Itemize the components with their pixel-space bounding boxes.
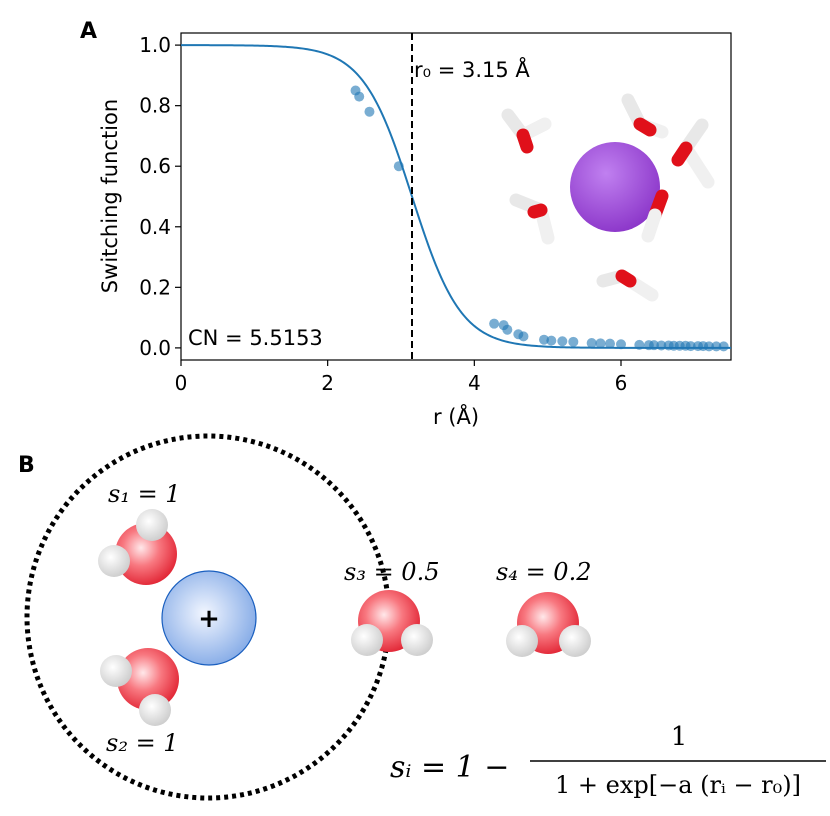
plot-frame	[180, 32, 732, 361]
x-axis-ticks: 0 2 4 6	[175, 360, 628, 395]
coordination-diagram: + s₁ = 1 s₂ = 1 s₃ = 0.5 s₄ = 0.2	[24, 433, 826, 801]
data-point	[354, 91, 365, 102]
equation-denominator: 1 + exp[−a (rᵢ − r₀)]	[555, 771, 801, 799]
cn-annotation: CN = 5.5153	[188, 326, 323, 350]
data-point	[568, 336, 579, 347]
data-point	[649, 340, 659, 351]
y-tick-label: 0.6	[139, 154, 171, 178]
data-point	[393, 161, 404, 172]
solvation-snapshot-image	[501, 93, 715, 302]
hydrogen-atom	[559, 625, 591, 657]
cation-sphere	[161, 570, 257, 666]
s2-label: s₂ = 1	[106, 729, 179, 757]
data-point	[605, 338, 615, 349]
water-molecule-3	[351, 590, 433, 656]
switching-function-chart: 0.0 0.2 0.4 0.6 0.8 1.0 0 2 4 6	[98, 32, 732, 429]
data-point	[489, 318, 500, 329]
y-tick-label: 0.0	[139, 336, 171, 360]
data-point	[586, 338, 597, 349]
data-point	[711, 341, 722, 352]
y-axis-ticks: 0.0 0.2 0.4 0.6 0.8 1.0	[139, 33, 181, 360]
data-point	[364, 106, 375, 117]
water-molecule-2	[100, 648, 179, 726]
data-point	[718, 341, 729, 352]
data-point	[502, 324, 513, 335]
x-tick-label: 2	[321, 371, 334, 395]
y-tick-label: 0.8	[139, 94, 171, 118]
hydrogen-atom	[139, 694, 171, 726]
sodium-ion-sphere	[570, 142, 660, 232]
water-stick-2	[621, 93, 669, 139]
x-tick-label: 6	[615, 371, 628, 395]
hydrogen-atom	[100, 655, 132, 687]
x-tick-label: 0	[175, 371, 188, 395]
hydrogen-atom	[98, 545, 130, 577]
data-point	[557, 336, 568, 347]
water-stick-1	[501, 108, 552, 154]
data-points	[350, 85, 729, 352]
water-stick-6	[596, 269, 659, 302]
data-point	[539, 334, 549, 345]
equation-lhs: sᵢ = 1 −	[390, 750, 509, 785]
water-stick-3	[671, 118, 715, 189]
equation-numerator: 1	[671, 722, 688, 752]
x-tick-label: 4	[468, 371, 481, 395]
data-point	[685, 341, 696, 352]
switching-equation: sᵢ = 1 − 1 1 + exp[−a (rᵢ − r₀)]	[390, 722, 826, 799]
oxygen-atom	[115, 523, 177, 585]
y-tick-label: 1.0	[139, 33, 171, 57]
data-point	[546, 335, 557, 346]
s4-label: s₄ = 0.2	[496, 558, 591, 586]
hydrogen-atom	[351, 624, 383, 656]
hydrogen-atom	[506, 625, 538, 657]
hydrogen-atom	[136, 509, 168, 541]
x-axis-label: r (Å)	[433, 403, 479, 429]
y-axis-label: Switching function	[98, 99, 122, 293]
data-point	[656, 340, 667, 351]
y-tick-label: 0.4	[139, 215, 171, 239]
cation-plus-sign: +	[198, 604, 220, 634]
s3-label: s₃ = 0.5	[344, 558, 439, 586]
s1-label: s₁ = 1	[108, 480, 181, 508]
oxygen-atom	[117, 648, 179, 710]
water-molecule-4	[506, 592, 591, 657]
data-point	[634, 339, 645, 350]
data-point	[704, 341, 714, 352]
water-stick-5	[641, 189, 669, 243]
panel-a-letter: A	[80, 19, 97, 44]
y-tick-label: 0.2	[139, 275, 171, 299]
data-point	[595, 338, 606, 349]
hydrogen-atom	[401, 624, 433, 656]
water-molecule-1	[98, 509, 177, 585]
data-point	[518, 331, 529, 342]
panel-b-letter: B	[18, 453, 35, 478]
water-stick-4	[509, 193, 555, 245]
data-point	[616, 339, 626, 350]
r0-annotation: r₀ = 3.15 Å	[414, 56, 530, 82]
